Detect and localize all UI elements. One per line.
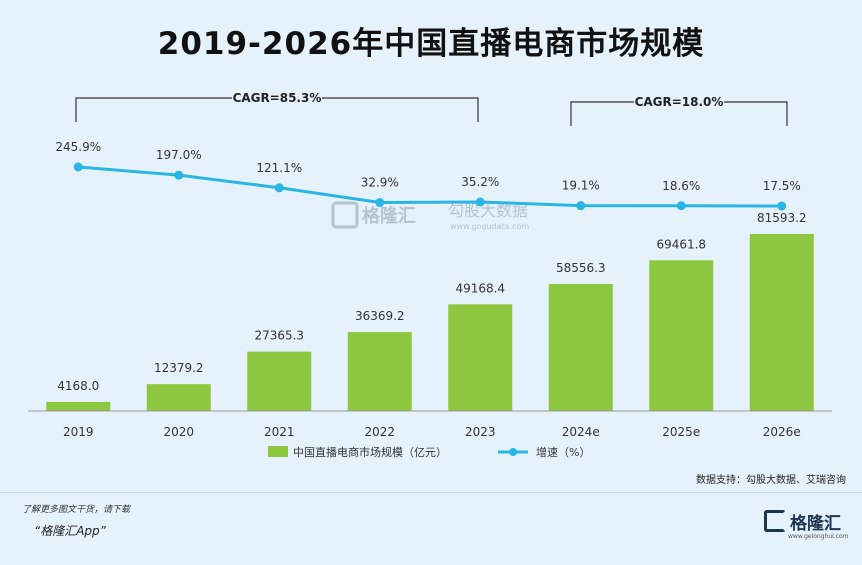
cagr-label-2: CAGR=18.0% — [635, 95, 724, 109]
footer-logo: 格隆汇 www.gelonghui.com — [764, 508, 849, 548]
bar-label-2022: 36369.2 — [355, 309, 405, 323]
growth-point-2024e — [576, 201, 586, 211]
x-tick-2025e: 2025e — [662, 425, 700, 439]
bar-2024e — [548, 283, 613, 411]
growth-label-2026e: 17.5% — [763, 179, 801, 193]
footer-hint: 了解更多图文干货，请下载 — [22, 505, 131, 515]
chart-title: 2019-2026年中国直播电商市场规模 — [157, 26, 705, 62]
growth-line — [78, 165, 782, 208]
x-tick-2019: 2019 — [63, 425, 94, 439]
x-tick-2020: 2020 — [163, 425, 194, 439]
growth-label-2024e: 19.1% — [562, 179, 600, 193]
growth-label-2020: 197.0% — [156, 148, 202, 162]
cagr-bracket-1 — [75, 97, 479, 122]
bar-2019 — [46, 401, 111, 411]
legend-bar-swatch — [268, 446, 288, 457]
x-tick-2024e: 2024e — [562, 425, 600, 439]
watermark-url: www.gogudata.com — [450, 222, 529, 231]
growth-point-2019 — [73, 162, 83, 172]
bar-label-2024e: 58556.3 — [556, 261, 606, 275]
bar-label-2019: 4168.0 — [57, 379, 99, 393]
bar-label-2023: 49168.4 — [455, 281, 505, 295]
footer-divider — [0, 492, 862, 493]
x-tick-2026e: 2026e — [763, 425, 801, 439]
growth-point-2023 — [475, 197, 485, 207]
footer-logo-name: 格隆汇 — [790, 514, 841, 534]
growth-point-2026e — [777, 201, 787, 211]
bar-label-2020: 12379.2 — [154, 361, 204, 375]
bar-2023 — [448, 304, 513, 411]
bar-2021 — [247, 351, 312, 411]
watermark: 格隆汇 勾股大数据 www.gogudata.com — [331, 201, 529, 231]
growth-label-2023: 35.2% — [461, 175, 499, 189]
cagr-bracket-2 — [570, 101, 788, 126]
watermark-brand: 勾股大数据 — [448, 201, 528, 220]
growth-label-2022: 32.9% — [361, 176, 399, 190]
chart-canvas: 格隆汇 勾股大数据 www.gogudata.com 4168.0 12379.2 273… — [28, 91, 832, 459]
x-tick-2023: 2023 — [465, 425, 496, 439]
x-tick-2021: 2021 — [264, 425, 295, 439]
watermark-name: 格隆汇 — [362, 205, 416, 227]
bar-2025e — [649, 260, 714, 411]
bar-label-2025e: 69461.8 — [656, 237, 706, 251]
growth-point-2022 — [375, 198, 385, 208]
growth-point-2021 — [274, 183, 284, 193]
bar-2020 — [146, 384, 211, 411]
cagr-label-1: CAGR=85.3% — [233, 91, 322, 105]
watermark-logo-icon — [331, 201, 359, 229]
growth-label-2019: 245.9% — [55, 140, 101, 154]
logo-icon — [764, 510, 786, 532]
growth-point-2020 — [174, 170, 184, 180]
bar-2026e — [749, 234, 814, 411]
bar-label-2021: 27365.3 — [254, 329, 304, 343]
bar-label-2026e: 81593.2 — [757, 211, 807, 225]
growth-label-2025e: 18.6% — [662, 179, 700, 193]
data-source: 数据支持：勾股大数据、艾瑞咨询 — [696, 475, 846, 486]
footer-logo-url: www.gelonghui.com — [788, 533, 849, 540]
footer-app-name: “格隆汇App” — [34, 524, 106, 538]
legend-line-marker — [509, 448, 517, 456]
legend-bar-label: 中国直播电商市场规模（亿元） — [293, 445, 447, 459]
growth-point-2025e — [676, 201, 686, 211]
bar-2022 — [347, 332, 412, 411]
legend-line-label: 增速（%） — [536, 445, 590, 459]
growth-label-2021: 121.1% — [256, 161, 302, 175]
x-tick-2022: 2022 — [364, 425, 395, 439]
